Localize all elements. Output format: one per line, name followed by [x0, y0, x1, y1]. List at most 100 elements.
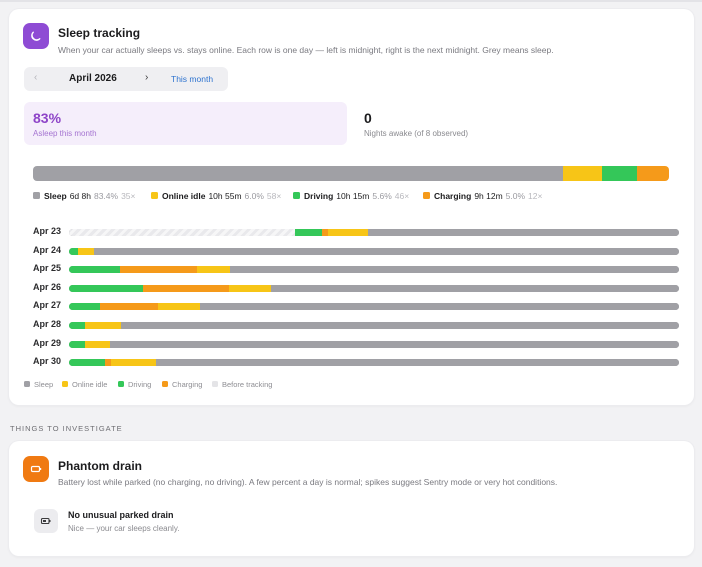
legend-count: 35×	[121, 191, 136, 201]
legend-swatch	[162, 381, 168, 387]
driving-segment	[69, 303, 101, 311]
legend-percent: 6.0%	[244, 191, 264, 201]
chevron-left-icon[interactable]: ‹	[34, 72, 38, 83]
charging-segment	[120, 266, 198, 274]
charging-segment	[142, 284, 229, 292]
day-label: Apr 27	[33, 300, 62, 311]
drain-result-title: No unusual parked drain	[68, 510, 174, 520]
moon-icon	[23, 23, 49, 49]
day-label: Apr 24	[33, 244, 62, 255]
day-row: Apr 29	[33, 338, 679, 350]
legend-item-charging: Charging	[162, 380, 202, 389]
before-tracking-segment	[69, 229, 296, 236]
day-timeline-bar	[69, 303, 679, 311]
charging-segment	[104, 359, 112, 367]
legend-label: Sleep	[34, 380, 54, 389]
card-subtitle: When your car actually sleeps vs. stays …	[58, 45, 554, 55]
legend-swatch	[151, 192, 158, 199]
sleep-segment	[120, 322, 679, 329]
sleep-segment	[156, 359, 679, 367]
legend-percent: 83.4%	[93, 191, 119, 201]
day-label: Apr 29	[33, 337, 62, 348]
sleep-segment	[94, 247, 679, 255]
legend-swatch	[118, 381, 124, 387]
sleep-segment	[200, 303, 679, 311]
day-timeline-bar	[69, 229, 679, 236]
driving-segment	[69, 359, 105, 367]
online-idle-segment	[328, 229, 368, 236]
legend-item-sleep: Sleep 6d 8h 83.4% 35×	[33, 191, 136, 201]
online-idle-segment	[158, 303, 201, 311]
online-idle-segment	[228, 284, 271, 292]
legend-item-charging: Charging 9h 12m 5.0% 12×	[423, 191, 542, 201]
awake-label: Nights awake (of 8 observed)	[364, 129, 469, 138]
online-idle-segment	[197, 266, 231, 274]
legend-percent: 5.6%	[372, 191, 392, 201]
legend-item-online-idle: Online idle 10h 55m 6.0% 58×	[151, 191, 281, 201]
legend-name: Charging	[434, 191, 472, 201]
battery-icon	[34, 509, 58, 533]
day-row: Apr 30	[33, 356, 679, 368]
day-row: Apr 27	[33, 300, 679, 312]
charging-segment	[322, 229, 329, 236]
online-idle-segment	[78, 247, 94, 255]
day-row: Apr 26	[33, 282, 679, 294]
chevron-right-icon[interactable]: ›	[145, 72, 149, 83]
day-label: Apr 23	[33, 226, 62, 236]
asleep-stat: 83% Asleep this month	[24, 102, 347, 145]
day-row: Apr 28	[33, 319, 679, 331]
legend-count: 12×	[528, 191, 543, 201]
day-label: Apr 26	[33, 281, 62, 292]
legend-percent: 5.0%	[505, 191, 526, 201]
top-divider	[0, 0, 702, 2]
driving-segment	[69, 284, 143, 292]
day-timeline-bar	[69, 359, 679, 367]
legend-label: Driving	[128, 380, 152, 389]
charging-segment	[637, 166, 669, 181]
legend-time: 10h 55m	[208, 191, 242, 201]
legend-label: Charging	[172, 380, 203, 389]
day-label: Apr 30	[33, 356, 62, 367]
driving-segment	[69, 322, 85, 329]
month-picker: ‹ April 2026 › This month	[24, 67, 228, 91]
legend-label: Before tracking	[222, 380, 273, 389]
asleep-label: Asleep this month	[33, 129, 97, 138]
legend-swatch	[62, 381, 68, 387]
legend-count: 58×	[266, 191, 282, 201]
legend-swatch	[212, 381, 218, 387]
charging-segment	[100, 303, 159, 311]
card-title: Sleep tracking	[58, 26, 141, 40]
legend-swatch	[33, 192, 40, 199]
online-idle-segment	[84, 340, 110, 348]
legend-item-before-tracking: Before tracking	[212, 380, 272, 389]
battery-icon	[23, 456, 49, 482]
legend-name: Driving	[304, 191, 334, 201]
online-idle-segment	[563, 166, 602, 181]
sleep-segment	[367, 229, 679, 236]
phantom-subtitle: Battery lost while parked (no charging, …	[58, 477, 558, 487]
month-label: April 2026	[69, 73, 117, 84]
this-month-button[interactable]: This month	[171, 74, 214, 84]
day-timeline-bar	[69, 266, 679, 274]
day-timeline-bar	[69, 284, 679, 292]
legend-item-sleep: Sleep	[24, 380, 53, 389]
phantom-title: Phantom drain	[58, 459, 143, 473]
legend-name: Sleep	[44, 191, 67, 201]
sleep-segment	[270, 284, 679, 292]
legend-item-driving: Driving 10h 15m 5.6% 46×	[293, 191, 409, 201]
sleep-segment	[109, 340, 679, 348]
day-row: Apr 25	[33, 263, 679, 275]
legend-time: 9h 12m	[474, 191, 503, 201]
legend-name: Online idle	[162, 191, 206, 201]
online-idle-segment	[111, 359, 157, 367]
day-timeline-bar	[69, 322, 679, 329]
driving-segment	[69, 340, 85, 348]
legend-time: 6d 8h	[69, 191, 91, 201]
legend-swatch	[24, 381, 30, 387]
sleep-segment	[230, 266, 679, 274]
day-row: Apr 24	[33, 245, 679, 257]
sleep-segment	[33, 166, 564, 181]
summary-bar	[33, 166, 669, 181]
legend-swatch	[293, 192, 300, 199]
day-timeline-bar	[69, 247, 679, 255]
